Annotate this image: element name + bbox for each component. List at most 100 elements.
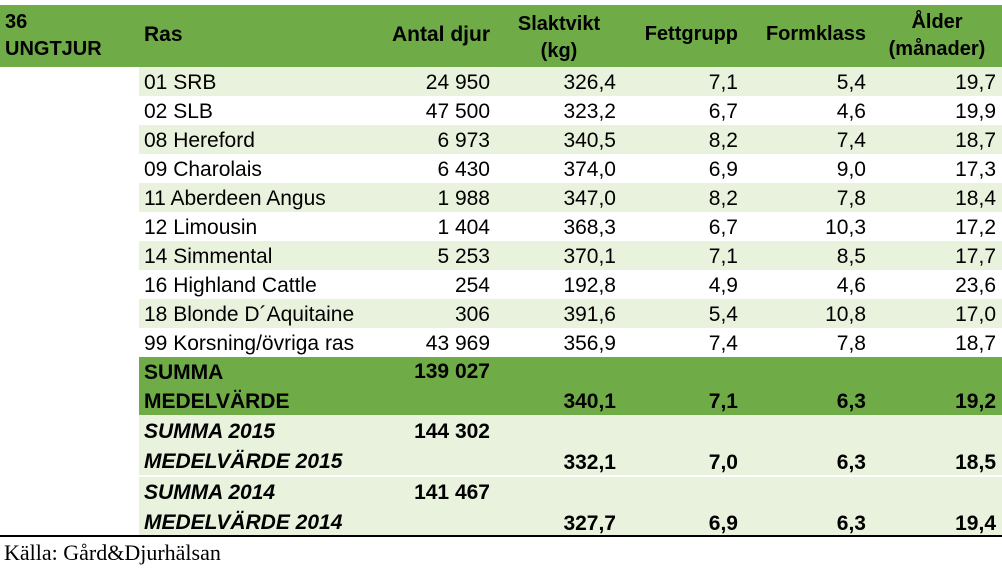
cell-alder: 23,6 [872,270,1002,299]
header-formklass: Formklass [744,5,872,67]
medel-form: 6,3 [744,357,872,415]
summa-2014-label: SUMMA 2014 [144,481,276,504]
cell-ras: 11 Aberdeen Angus [139,183,370,212]
summary-left-blank [0,357,139,415]
cell-ras: 18 Blonde D´Aquitaine [139,299,370,328]
medel-2015-alder: 18,5 [872,415,1002,475]
table-row: 09 Charolais 6 430 374,0 6,9 9,0 17,3 [0,154,1002,183]
table-row: 18 Blonde D´Aquitaine 306 391,6 5,4 10,8 17,0 [0,299,1002,328]
medel-alder: 19,2 [872,357,1002,415]
header-alder: Ålder (månader) [872,5,1002,67]
table-row: 12 Limousin 1 404 368,3 6,7 10,3 17,2 [0,212,1002,241]
cell-ras: 08 Hereford [139,125,370,154]
cell-antal: 6 973 [370,125,496,154]
cell-fettgrupp: 6,9 [622,154,744,183]
header-fettgrupp: Fettgrupp [622,5,744,67]
cell-fettgrupp: 6,7 [622,96,744,125]
cell-antal: 1 404 [370,212,496,241]
medel-2014-label: MEDELVÄRDE 2014 [144,511,343,534]
cell-fettgrupp: 7,1 [622,241,744,270]
cell-formklass: 7,8 [744,328,872,357]
cell-formklass: 5,4 [744,67,872,96]
medel-2014-alder: 19,4 [872,477,1002,535]
summa-label: SUMMA [144,361,224,384]
cell-antal: 306 [370,299,496,328]
cell-ras: 99 Korsning/övriga ras [139,328,370,357]
cell-fettgrupp: 4,9 [622,270,744,299]
corner-line1: 36 [5,11,28,33]
summa-2014-value: 141 467 [370,477,496,535]
corner-cell: 36 UNGTJUR [0,5,139,67]
table-row: 02 SLB 47 500 323,2 6,7 4,6 19,9 [0,96,1002,125]
cell-fettgrupp: 5,4 [622,299,744,328]
cell-alder: 19,7 [872,67,1002,96]
cell-slaktvikt: 391,6 [496,299,622,328]
medel-fett: 7,1 [622,357,744,415]
cell-fettgrupp: 8,2 [622,183,744,212]
cell-formklass: 10,8 [744,299,872,328]
cell-fettgrupp: 8,2 [622,125,744,154]
cell-slaktvikt: 370,1 [496,241,622,270]
table-row: 99 Korsning/övriga ras 43 969 356,9 7,4 7,8 1… [0,328,1002,357]
summa-2015-label: SUMMA 2015 [144,420,276,443]
cell-antal: 47 500 [370,96,496,125]
table-row: 01 SRB 24 950 326,4 7,1 5,4 19,7 [0,67,1002,96]
source-note: Källa: Gård&Djurhälsan [4,540,221,565]
cell-slaktvikt: 368,3 [496,212,622,241]
cell-formklass: 7,4 [744,125,872,154]
cell-slaktvikt: 340,5 [496,125,622,154]
summary-2015-row: SUMMA 2015 MEDELVÄRDE 2015 144 302 332,1… [0,415,1002,475]
cell-slaktvikt: 323,2 [496,96,622,125]
cell-formklass: 10,3 [744,212,872,241]
medel-2015-vikt: 332,1 [496,415,622,475]
medel-2014-form: 6,3 [744,477,872,535]
cell-slaktvikt: 374,0 [496,154,622,183]
table-row: 11 Aberdeen Angus 1 988 347,0 8,2 7,8 18,4 [0,183,1002,212]
cell-fettgrupp: 7,4 [622,328,744,357]
table-row: 08 Hereford 6 973 340,5 8,2 7,4 18,7 [0,125,1002,154]
cell-alder: 17,2 [872,212,1002,241]
cell-formklass: 7,8 [744,183,872,212]
cell-slaktvikt: 192,8 [496,270,622,299]
cell-ras: 16 Highland Cattle [139,270,370,299]
cell-antal: 43 969 [370,328,496,357]
medel-2015-form: 6,3 [744,415,872,475]
cell-slaktvikt: 347,0 [496,183,622,212]
cell-antal: 24 950 [370,67,496,96]
cell-ras: 01 SRB [139,67,370,96]
cell-slaktvikt: 356,9 [496,328,622,357]
cell-formklass: 8,5 [744,241,872,270]
cell-formklass: 4,6 [744,270,872,299]
header-row: 36 UNGTJUR Ras Antal djur Slaktvikt (kg)… [0,5,1002,67]
cell-antal: 1 988 [370,183,496,212]
medel-2014-fett: 6,9 [622,477,744,535]
header-ras: Ras [139,5,370,67]
cell-ras: 12 Limousin [139,212,370,241]
corner-line2: UNGTJUR [5,38,102,60]
cell-alder: 17,0 [872,299,1002,328]
cell-alder: 18,4 [872,183,1002,212]
cell-slaktvikt: 326,4 [496,67,622,96]
cell-formklass: 4,6 [744,96,872,125]
bottom-rule [0,535,1002,537]
cell-ras: 09 Charolais [139,154,370,183]
table-row: 14 Simmental 5 253 370,1 7,1 8,5 17,7 [0,241,1002,270]
table-row: 16 Highland Cattle 254 192,8 4,9 4,6 23,6 [0,270,1002,299]
summary-label: SUMMA MEDELVÄRDE [139,357,370,415]
summa-2015-value: 144 302 [370,415,496,475]
cell-ras: 14 Simmental [139,241,370,270]
medel-vikt: 340,1 [496,357,622,415]
cell-formklass: 9,0 [744,154,872,183]
cell-antal: 5 253 [370,241,496,270]
cell-antal: 254 [370,270,496,299]
header-antal: Antal djur [370,5,496,67]
cell-fettgrupp: 7,1 [622,67,744,96]
cell-alder: 18,7 [872,125,1002,154]
summary-row: SUMMA MEDELVÄRDE 139 027 340,1 7,1 6,3 1… [0,357,1002,415]
medel-2014-vikt: 327,7 [496,477,622,535]
summary-2015-label: SUMMA 2015 MEDELVÄRDE 2015 [139,415,370,475]
cell-fettgrupp: 6,7 [622,212,744,241]
medel-2015-fett: 7,0 [622,415,744,475]
cell-antal: 6 430 [370,154,496,183]
summary-2014-row: SUMMA 2014 MEDELVÄRDE 2014 141 467 327,7… [0,477,1002,535]
